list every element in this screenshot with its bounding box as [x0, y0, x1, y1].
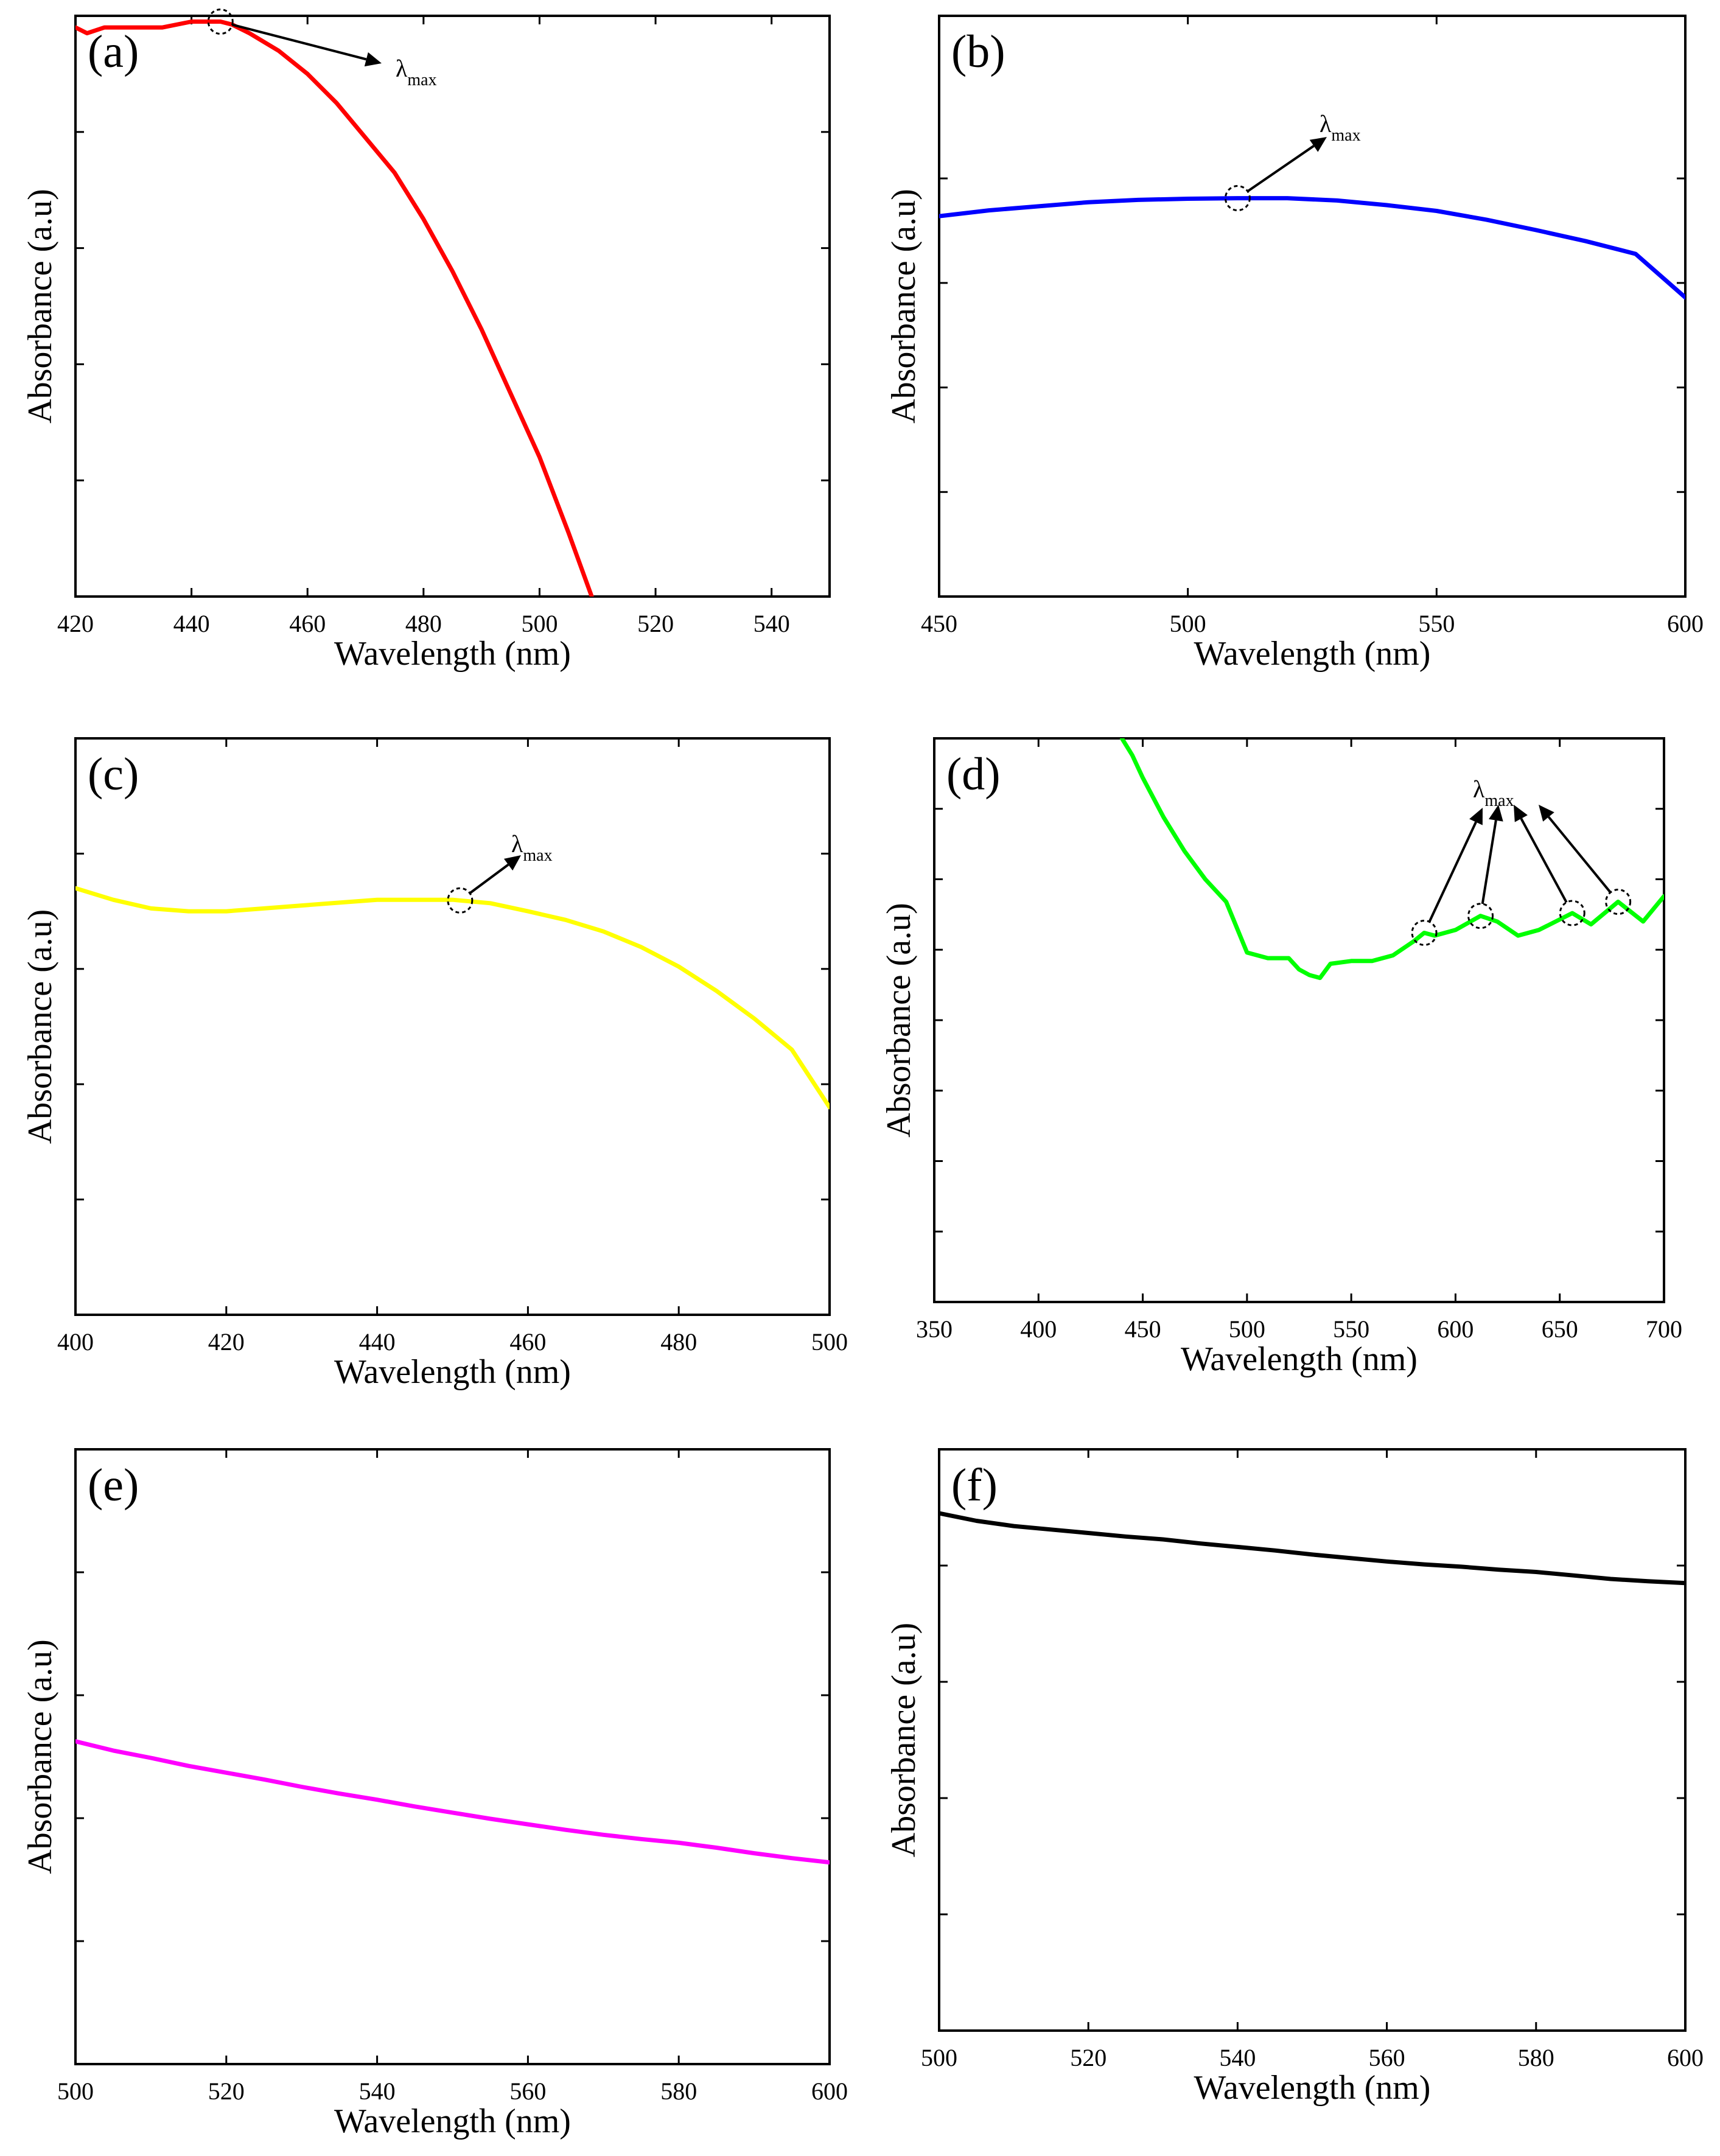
x-axis-title: Wavelength (nm) [334, 1353, 571, 1391]
peak-arrow [1481, 820, 1497, 905]
y-axis-title: Absorbance (a.u) [21, 1639, 59, 1874]
series-line-f [939, 1511, 1685, 1586]
panel-d: 350 400 450 500 550 600 650 700 Wavelength (nm) A… [880, 737, 1682, 1378]
x-tick-label: 600 [1437, 1315, 1474, 1343]
y-axis-title: Absorbance (a.u) [880, 903, 918, 1138]
x-tick-label: 500 [1229, 1315, 1265, 1343]
x-tick-label: 550 [1418, 610, 1455, 637]
plot-frame [74, 1448, 831, 2065]
arrow-head-icon [1514, 805, 1528, 822]
x-tick-label: 520 [637, 610, 674, 637]
lambda-max-label: λmax [1320, 110, 1361, 145]
x-tick-label: 500 [921, 2044, 957, 2071]
x-tick-label: 700 [1646, 1315, 1682, 1343]
x-tick-label: 500 [1170, 610, 1206, 637]
x-tick-label: 540 [1219, 2044, 1256, 2071]
plot-frame [74, 15, 831, 598]
peak-marker-circle [1559, 900, 1585, 926]
peak-arrow [1246, 145, 1315, 192]
x-tick-label: 520 [1070, 2044, 1106, 2071]
x-axis-title: Wavelength (nm) [1194, 2069, 1431, 2107]
lambda-max-label: λmax [396, 55, 437, 89]
x-tick-label: 580 [1518, 2044, 1554, 2071]
x-tick-label: 560 [509, 2077, 546, 2105]
plot-frame [938, 15, 1687, 598]
peak-marker-circle [1467, 903, 1494, 929]
panel-letter: (c) [88, 749, 139, 800]
x-tick-label: 440 [173, 610, 210, 637]
series-line-d [1119, 738, 1664, 981]
plot-frame [938, 1448, 1687, 2032]
y-axis-title: Absorbance (a.u) [885, 1623, 923, 1858]
arrow-head-icon [1309, 137, 1327, 152]
x-tick-label: 440 [359, 1328, 396, 1356]
series-line-c [75, 886, 830, 1110]
arrow-head-icon [503, 855, 521, 871]
y-axis-title: Absorbance (a.u) [21, 909, 59, 1144]
x-tick-label: 420 [57, 610, 94, 637]
panel-letter: (d) [946, 749, 1001, 800]
lambda-max-label: λmax [511, 830, 553, 865]
x-tick-label: 460 [509, 1328, 546, 1356]
panel-letter: (f) [951, 1460, 998, 1511]
x-axis-title: Wavelength (nm) [1181, 1340, 1418, 1378]
x-tick-label: 600 [1667, 2044, 1704, 2071]
x-tick-label: 600 [1667, 610, 1704, 637]
y-axis-title: Absorbance (a.u) [885, 189, 923, 424]
peak-marker-circle [447, 887, 474, 914]
lambda-max-label: λmax [1473, 775, 1514, 810]
x-tick-label: 450 [921, 610, 957, 637]
x-tick-label: 450 [1125, 1315, 1161, 1343]
x-tick-label: 500 [811, 1328, 848, 1356]
x-tick-label: 560 [1369, 2044, 1405, 2071]
series-line-b [939, 196, 1685, 300]
x-tick-label: 550 [1333, 1315, 1369, 1343]
panel-a: 420 440 460 480 500 520 540 Wavelength (nm) Abso… [21, 9, 831, 673]
peak-marker-circle [1411, 919, 1438, 946]
x-tick-label: 540 [753, 610, 790, 637]
panel-letter: (a) [88, 26, 139, 77]
peak-arrow [1428, 821, 1477, 923]
x-tick-label: 520 [208, 2077, 245, 2105]
series-line-a [75, 19, 594, 597]
x-tick-label: 400 [1020, 1315, 1057, 1343]
x-tick-label: 600 [811, 2077, 848, 2105]
x-tick-label: 480 [660, 1328, 697, 1356]
panel-c: 400 420 440 460 480 500 Wavelength (nm) Absorba… [21, 737, 848, 1391]
arrow-head-icon [1539, 805, 1554, 822]
panel-b: 450 500 550 600 Wavelength (nm) Absorbance (a… [885, 15, 1704, 673]
peak-marker-circle [207, 9, 234, 35]
x-tick-label: 540 [359, 2077, 396, 2105]
plot-frame [74, 737, 831, 1316]
x-tick-label: 580 [660, 2077, 697, 2105]
panel-letter: (e) [88, 1460, 139, 1511]
x-tick-label: 500 [57, 2077, 94, 2105]
peak-marker-circle [1224, 185, 1251, 212]
x-axis-title: Wavelength (nm) [334, 635, 571, 673]
x-tick-label: 460 [289, 610, 326, 637]
peak-arrow [1547, 816, 1612, 894]
x-tick-label: 420 [208, 1328, 245, 1356]
x-tick-label: 400 [57, 1328, 94, 1356]
peak-arrow [232, 23, 367, 61]
x-tick-label: 480 [405, 610, 442, 637]
x-tick-label: 350 [916, 1315, 953, 1343]
series-line-e [75, 1739, 830, 1865]
panel-e: 500 520 540 560 580 600 Wavelength (nm) Absorba… [21, 1448, 848, 2140]
x-axis-title: Wavelength (nm) [334, 2102, 571, 2140]
x-tick-label: 650 [1542, 1315, 1578, 1343]
peak-arrow [1520, 817, 1568, 903]
arrow-head-icon [364, 52, 382, 67]
arrow-head-icon [1489, 805, 1503, 822]
peak-marker-circle [1605, 889, 1632, 915]
arrow-head-icon [1469, 808, 1483, 825]
panel-f: 500 520 540 560 580 600 Wavelength (nm) Absorba… [885, 1448, 1704, 2107]
x-tick-label: 500 [521, 610, 558, 637]
x-axis-title: Wavelength (nm) [1194, 635, 1431, 673]
y-axis-title: Absorbance (a.u) [21, 189, 59, 424]
panel-letter: (b) [951, 26, 1005, 77]
peak-arrow [469, 863, 509, 894]
